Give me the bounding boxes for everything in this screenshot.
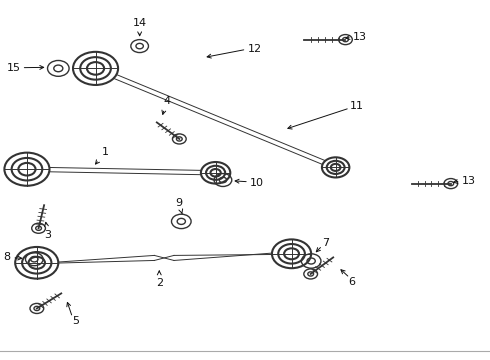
Text: 5: 5 [73,316,79,326]
Text: 12: 12 [247,44,262,54]
Text: 14: 14 [133,18,147,36]
Text: 13: 13 [462,176,476,186]
Text: 13: 13 [353,32,367,42]
Text: 2: 2 [156,271,163,288]
Text: 9: 9 [175,198,183,214]
Text: 7: 7 [322,238,329,248]
Text: 1: 1 [96,147,109,164]
Text: 4: 4 [162,96,170,114]
Text: 8: 8 [3,252,11,262]
Text: 6: 6 [348,276,355,287]
Text: 10: 10 [250,177,264,188]
Text: 15: 15 [6,63,21,73]
Text: 11: 11 [349,101,364,111]
Text: 3: 3 [45,222,51,240]
